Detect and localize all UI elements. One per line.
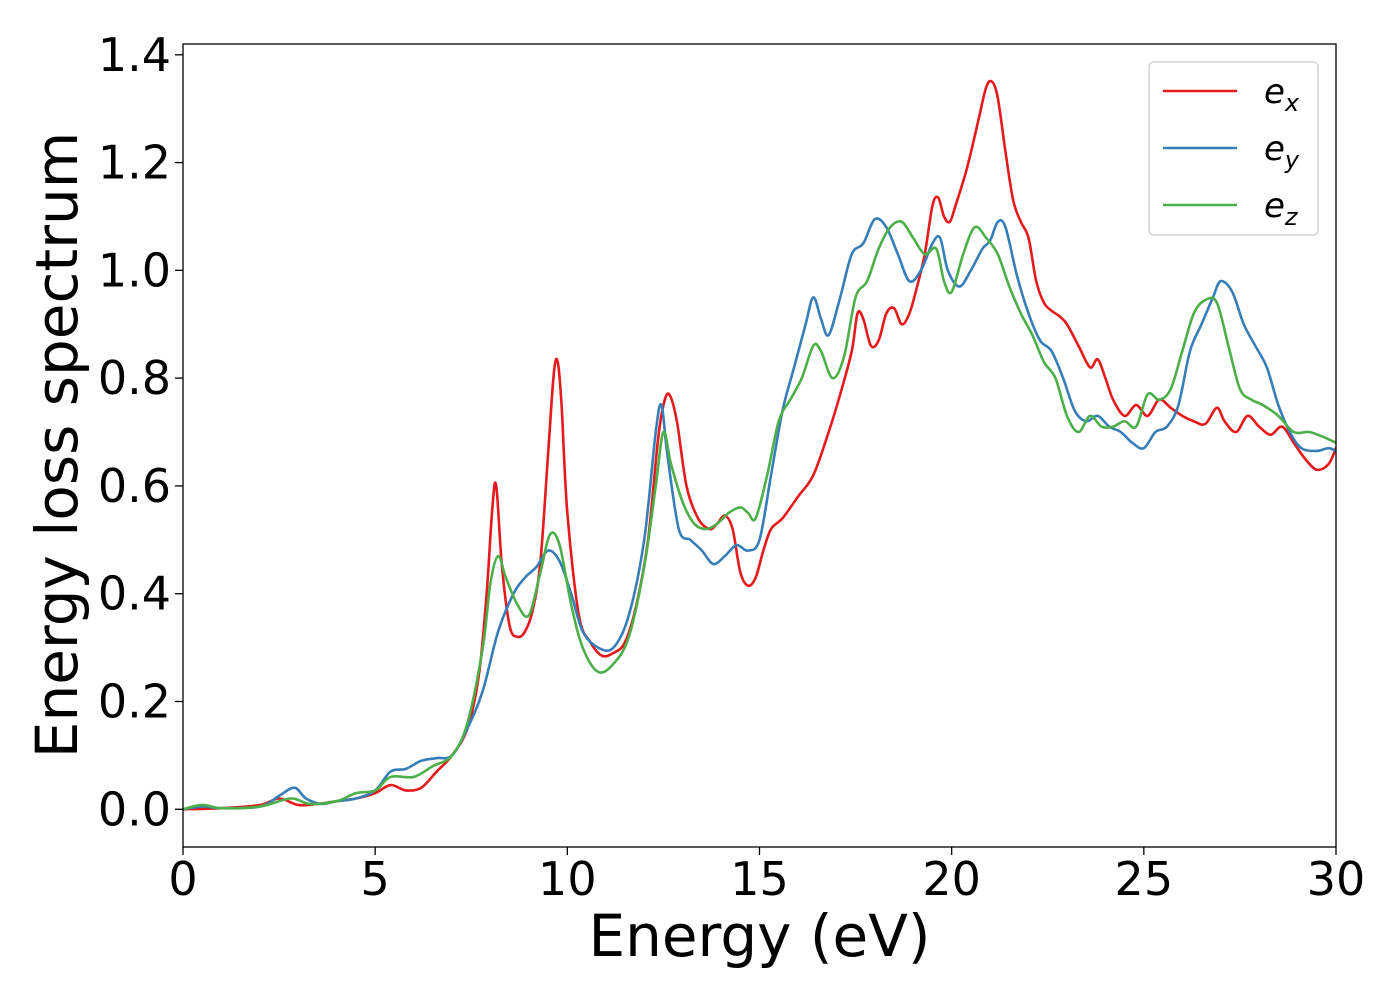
y-tick-label: 1.4: [98, 28, 171, 82]
series-line-z: [183, 220, 1336, 811]
y-tick-label: 0.4: [98, 567, 171, 621]
y-tick-label: 1.0: [98, 243, 171, 297]
x-tick-label: 15: [730, 852, 789, 906]
series-line-x: [183, 79, 1336, 811]
y-tick-label: 0.0: [98, 782, 171, 836]
x-tick-label: 5: [361, 852, 390, 906]
x-tick-label: 20: [922, 852, 981, 906]
y-tick-label: 0.6: [98, 459, 171, 513]
series-layer: [183, 79, 1336, 811]
x-tick-label: 25: [1115, 852, 1174, 906]
x-tick-label: 30: [1307, 852, 1366, 906]
y-tick-label: 1.2: [98, 136, 171, 190]
x-axis-title: Energy (eV): [588, 902, 930, 970]
y-tick-label: 0.8: [98, 351, 171, 405]
x-tick-label: 10: [538, 852, 597, 906]
axes-layer: 0 5 10 15 20 25 30 0.0 0.2 0.4 0.6 0.8 1.0 1.2 1.4: [98, 28, 1365, 906]
y-tick-label: 0.2: [98, 674, 171, 728]
y-axis-title: Energy loss spectrum: [23, 132, 91, 758]
x-tick-label: 0: [168, 852, 197, 906]
